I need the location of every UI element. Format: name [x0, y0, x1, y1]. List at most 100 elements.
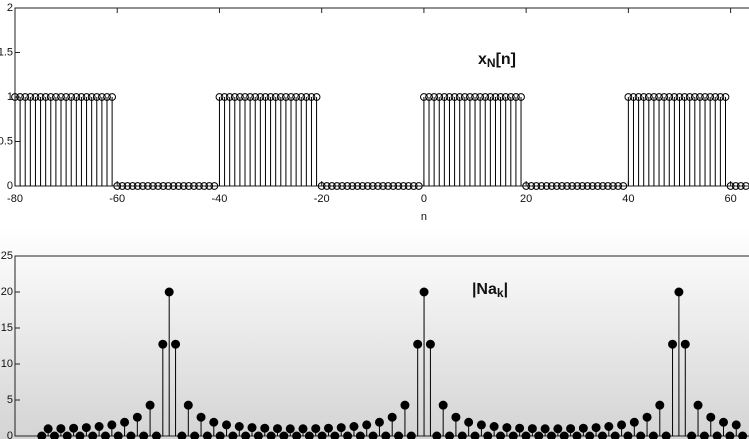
stem-marker	[133, 182, 142, 190]
stem-marker	[179, 182, 188, 190]
stem-marker	[256, 93, 265, 101]
stem-marker	[171, 339, 181, 349]
stem-marker	[234, 421, 244, 431]
stem-marker	[57, 93, 65, 101]
stem-marker	[619, 182, 628, 190]
stem-marker	[67, 93, 76, 101]
stem-marker	[414, 182, 423, 190]
stem-marker	[374, 417, 384, 427]
stem-marker	[696, 93, 704, 101]
stem-marker	[222, 420, 232, 430]
stem-marker	[92, 93, 101, 101]
stem-marker	[508, 431, 518, 439]
stem-marker	[568, 182, 577, 190]
stem-marker	[406, 431, 416, 439]
stem-marker	[578, 423, 588, 433]
stem-marker	[481, 93, 490, 101]
stem-marker	[333, 182, 341, 190]
stem-marker	[409, 182, 418, 190]
stem-marker	[43, 424, 53, 434]
stem-marker	[143, 182, 152, 190]
stem-marker	[97, 93, 106, 101]
stem-marker	[597, 431, 607, 439]
stem-marker	[88, 431, 98, 439]
stem-marker	[445, 93, 454, 101]
stem-marker	[62, 431, 72, 439]
stem-marker	[328, 182, 336, 190]
stem-marker	[642, 412, 652, 422]
y-tick-label: 20	[1, 286, 13, 298]
stem-marker	[578, 182, 587, 190]
stem-marker	[680, 339, 690, 349]
stem-marker	[701, 93, 709, 101]
stem-marker	[623, 431, 633, 439]
stem-marker	[661, 431, 671, 439]
stem-marker	[36, 93, 45, 101]
stem-marker	[547, 182, 556, 190]
stem-marker	[37, 431, 47, 439]
stem-marker	[363, 182, 372, 190]
stem-marker	[349, 421, 359, 431]
stem-marker	[491, 93, 500, 101]
stem-marker	[742, 182, 749, 190]
stem-marker	[336, 423, 346, 433]
stem-marker	[716, 93, 725, 101]
y-tick-label: 0	[7, 180, 13, 192]
stem-marker	[438, 400, 448, 410]
x-tick-label: 20	[520, 193, 532, 205]
stem-marker	[51, 93, 60, 101]
stem-marker	[322, 182, 331, 190]
stem-marker	[31, 93, 40, 101]
stem-marker	[430, 93, 439, 101]
stem-marker	[389, 182, 398, 190]
stem-marker	[355, 431, 365, 439]
stem-marker	[566, 424, 576, 434]
stem-marker	[113, 182, 122, 190]
stem-marker	[177, 431, 187, 439]
y-tick-label: 0	[7, 430, 13, 439]
x-tick-label: -20	[314, 193, 330, 205]
title-part: k	[497, 286, 504, 300]
stem-marker	[559, 431, 569, 439]
stem-marker	[496, 431, 506, 439]
stem-marker	[298, 424, 308, 434]
stem-marker	[251, 93, 260, 101]
stem-marker	[307, 93, 316, 101]
stem-marker	[521, 431, 531, 439]
stem-marker	[610, 431, 620, 439]
stem-marker	[588, 182, 597, 190]
stem-marker	[103, 93, 111, 101]
stem-marker	[108, 93, 117, 101]
stem-marker	[624, 93, 633, 101]
stem-marker	[476, 93, 485, 101]
stem-marker	[726, 182, 735, 190]
stem-marker	[731, 182, 740, 190]
stem-marker	[553, 424, 563, 434]
stem-marker	[527, 424, 537, 434]
stem-marker	[317, 182, 326, 190]
stem-marker	[394, 182, 403, 190]
stem-marker	[690, 93, 699, 101]
stem-marker	[629, 93, 638, 101]
stem-marker	[572, 431, 582, 439]
stem-marker	[247, 423, 257, 433]
stem-marker	[451, 412, 461, 422]
stem-marker	[404, 182, 413, 190]
stem-marker	[674, 287, 684, 297]
x-tick-label: 40	[622, 193, 634, 205]
stem-marker	[297, 93, 306, 101]
stem-marker	[425, 93, 433, 101]
stem-marker	[312, 93, 321, 101]
stem-marker	[425, 339, 435, 349]
stem-marker	[120, 417, 130, 427]
stem-marker	[476, 420, 486, 430]
title-part: |	[504, 281, 508, 298]
stem-marker	[149, 182, 157, 190]
stem-marker	[343, 431, 353, 439]
stem-marker	[665, 93, 674, 101]
x-tick-label: 60	[724, 193, 736, 205]
stem-marker	[302, 93, 311, 101]
stem-marker	[56, 424, 66, 434]
stem-marker	[374, 182, 382, 190]
stem-marker	[338, 182, 347, 190]
